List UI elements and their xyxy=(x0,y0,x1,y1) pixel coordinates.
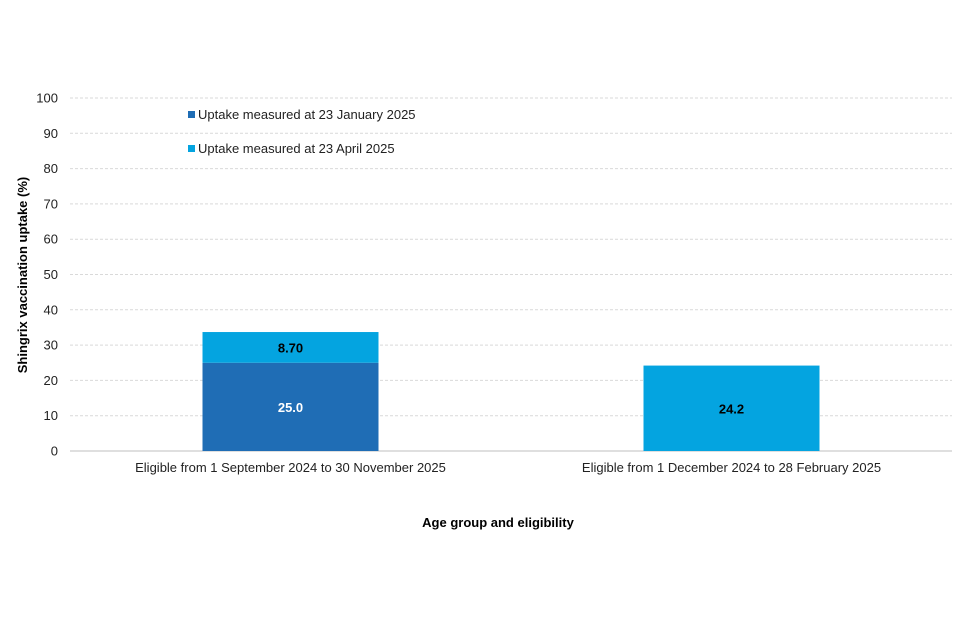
x-tick-labels: Eligible from 1 September 2024 to 30 Nov… xyxy=(135,460,881,475)
legend: Uptake measured at 23 January 2025 Uptake… xyxy=(188,107,416,156)
y-tick-label: 30 xyxy=(44,338,58,353)
y-tick-label: 50 xyxy=(44,267,58,282)
y-axis-title: Shingrix vaccination uptake (%) xyxy=(15,177,30,374)
y-tick-label: 60 xyxy=(44,232,58,247)
bar-segment xyxy=(643,365,820,451)
data-label: 8.70 xyxy=(278,340,303,355)
bar-segment xyxy=(202,332,379,363)
legend-label: Uptake measured at 23 January 2025 xyxy=(198,107,416,122)
data-label: 25.0 xyxy=(278,400,303,415)
x-axis-title: Age group and eligibility xyxy=(422,515,574,530)
legend-label: Uptake measured at 23 April 2025 xyxy=(198,141,395,156)
legend-swatch xyxy=(188,111,195,118)
y-tick-label: 90 xyxy=(44,126,58,141)
x-tick-label: Eligible from 1 December 2024 to 28 Febr… xyxy=(582,460,881,475)
bar-segment xyxy=(202,362,379,451)
y-tick-labels: 0 10 20 30 40 50 60 70 80 90 100 xyxy=(36,91,58,459)
y-tick-label: 0 xyxy=(51,444,58,459)
y-tick-label: 80 xyxy=(44,161,58,176)
bars xyxy=(202,332,820,451)
data-label: 24.2 xyxy=(719,401,744,416)
data-labels: 25.0 8.70 24.2 xyxy=(278,340,744,416)
y-tick-label: 100 xyxy=(36,91,58,106)
x-tick-label: Eligible from 1 September 2024 to 30 Nov… xyxy=(135,460,446,475)
legend-swatch xyxy=(188,145,195,152)
y-tick-label: 70 xyxy=(44,196,58,211)
y-tick-label: 10 xyxy=(44,408,58,423)
y-tick-label: 20 xyxy=(44,373,58,388)
y-tick-label: 40 xyxy=(44,302,58,317)
